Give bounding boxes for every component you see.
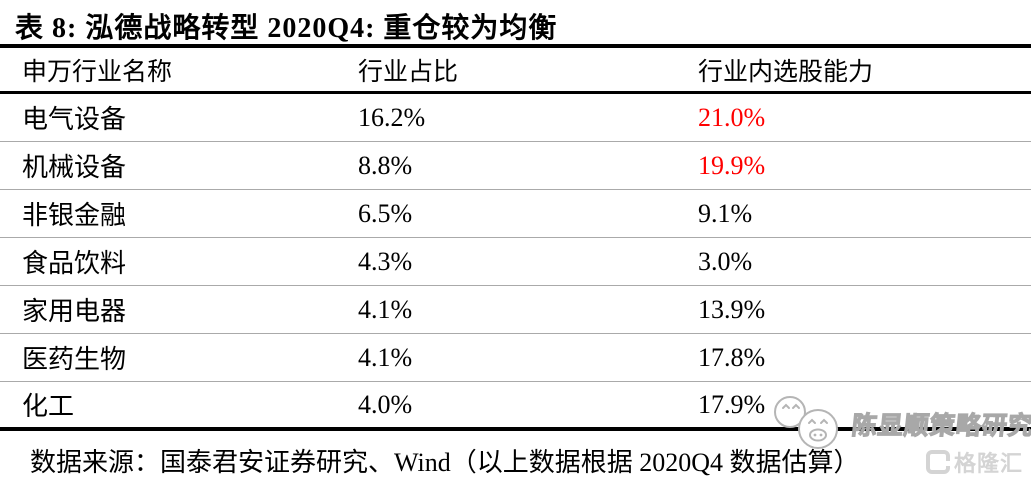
gelonghui-logo: 格隆汇 xyxy=(925,446,1023,478)
column-header-industry: 申万行业名称 xyxy=(22,58,173,86)
selection-ability-cell: 3.0% xyxy=(698,246,753,276)
column-header-selection: 行业内选股能力 xyxy=(698,58,874,86)
selection-ability-cell: 17.9% xyxy=(698,389,766,419)
industry-name-cell: 非银金融 xyxy=(22,201,127,230)
industry-weight-cell: 8.8% xyxy=(358,150,413,180)
industry-table: 申万行业名称 行业占比 行业内选股能力 电气设备 16.2% 21.0% 机械设… xyxy=(0,48,1031,427)
table-row: 机械设备 8.8% 19.9% xyxy=(0,142,1031,190)
selection-ability-cell: 9.1% xyxy=(698,198,753,228)
industry-weight-cell: 4.0% xyxy=(358,389,413,419)
industry-name-cell: 医药生物 xyxy=(22,345,127,374)
industry-name-cell: 机械设备 xyxy=(22,153,127,182)
table-row: 电气设备 16.2% 21.0% xyxy=(0,94,1031,142)
table-row: 家用电器 4.1% 13.9% xyxy=(0,286,1031,334)
table-row: 化工 4.0% 17.9% xyxy=(0,382,1031,427)
gelonghui-logo-icon xyxy=(925,450,950,474)
industry-weight-cell: 16.2% xyxy=(358,102,426,132)
table-header-row: 申万行业名称 行业占比 行业内选股能力 xyxy=(0,48,1031,94)
selection-ability-cell: 17.8% xyxy=(698,342,766,372)
selection-ability-cell: 13.9% xyxy=(698,294,766,324)
industry-weight-cell: 6.5% xyxy=(358,198,413,228)
table-row: 医药生物 4.1% 17.8% xyxy=(0,334,1031,382)
gelonghui-logo-text: 格隆汇 xyxy=(953,451,1023,476)
industry-name-cell: 电气设备 xyxy=(22,105,127,134)
industry-name-cell: 化工 xyxy=(22,392,75,421)
table-row: 食品饮料 4.3% 3.0% xyxy=(0,238,1031,286)
title-rule xyxy=(0,44,1031,48)
industry-weight-cell: 4.1% xyxy=(358,342,413,372)
table-row: 非银金融 6.5% 9.1% xyxy=(0,190,1031,238)
table-body: 电气设备 16.2% 21.0% 机械设备 8.8% 19.9% 非银金融 6.… xyxy=(0,94,1031,427)
industry-name-cell: 食品饮料 xyxy=(22,249,127,278)
industry-weight-cell: 4.1% xyxy=(358,294,413,324)
data-source-note: 数据来源：国泰君安证券研究、Wind（以上数据根据 2020Q4 数据估算） xyxy=(30,448,860,477)
table-title: 表 8: 泓德战略转型 2020Q4: 重仓较为均衡 xyxy=(15,13,558,44)
industry-weight-cell: 4.3% xyxy=(358,246,413,276)
selection-ability-cell: 21.0% xyxy=(698,102,766,132)
column-header-weight: 行业占比 xyxy=(358,58,459,86)
selection-ability-cell: 19.9% xyxy=(698,150,766,180)
industry-name-cell: 家用电器 xyxy=(22,297,127,326)
bottom-rule xyxy=(0,427,1031,431)
